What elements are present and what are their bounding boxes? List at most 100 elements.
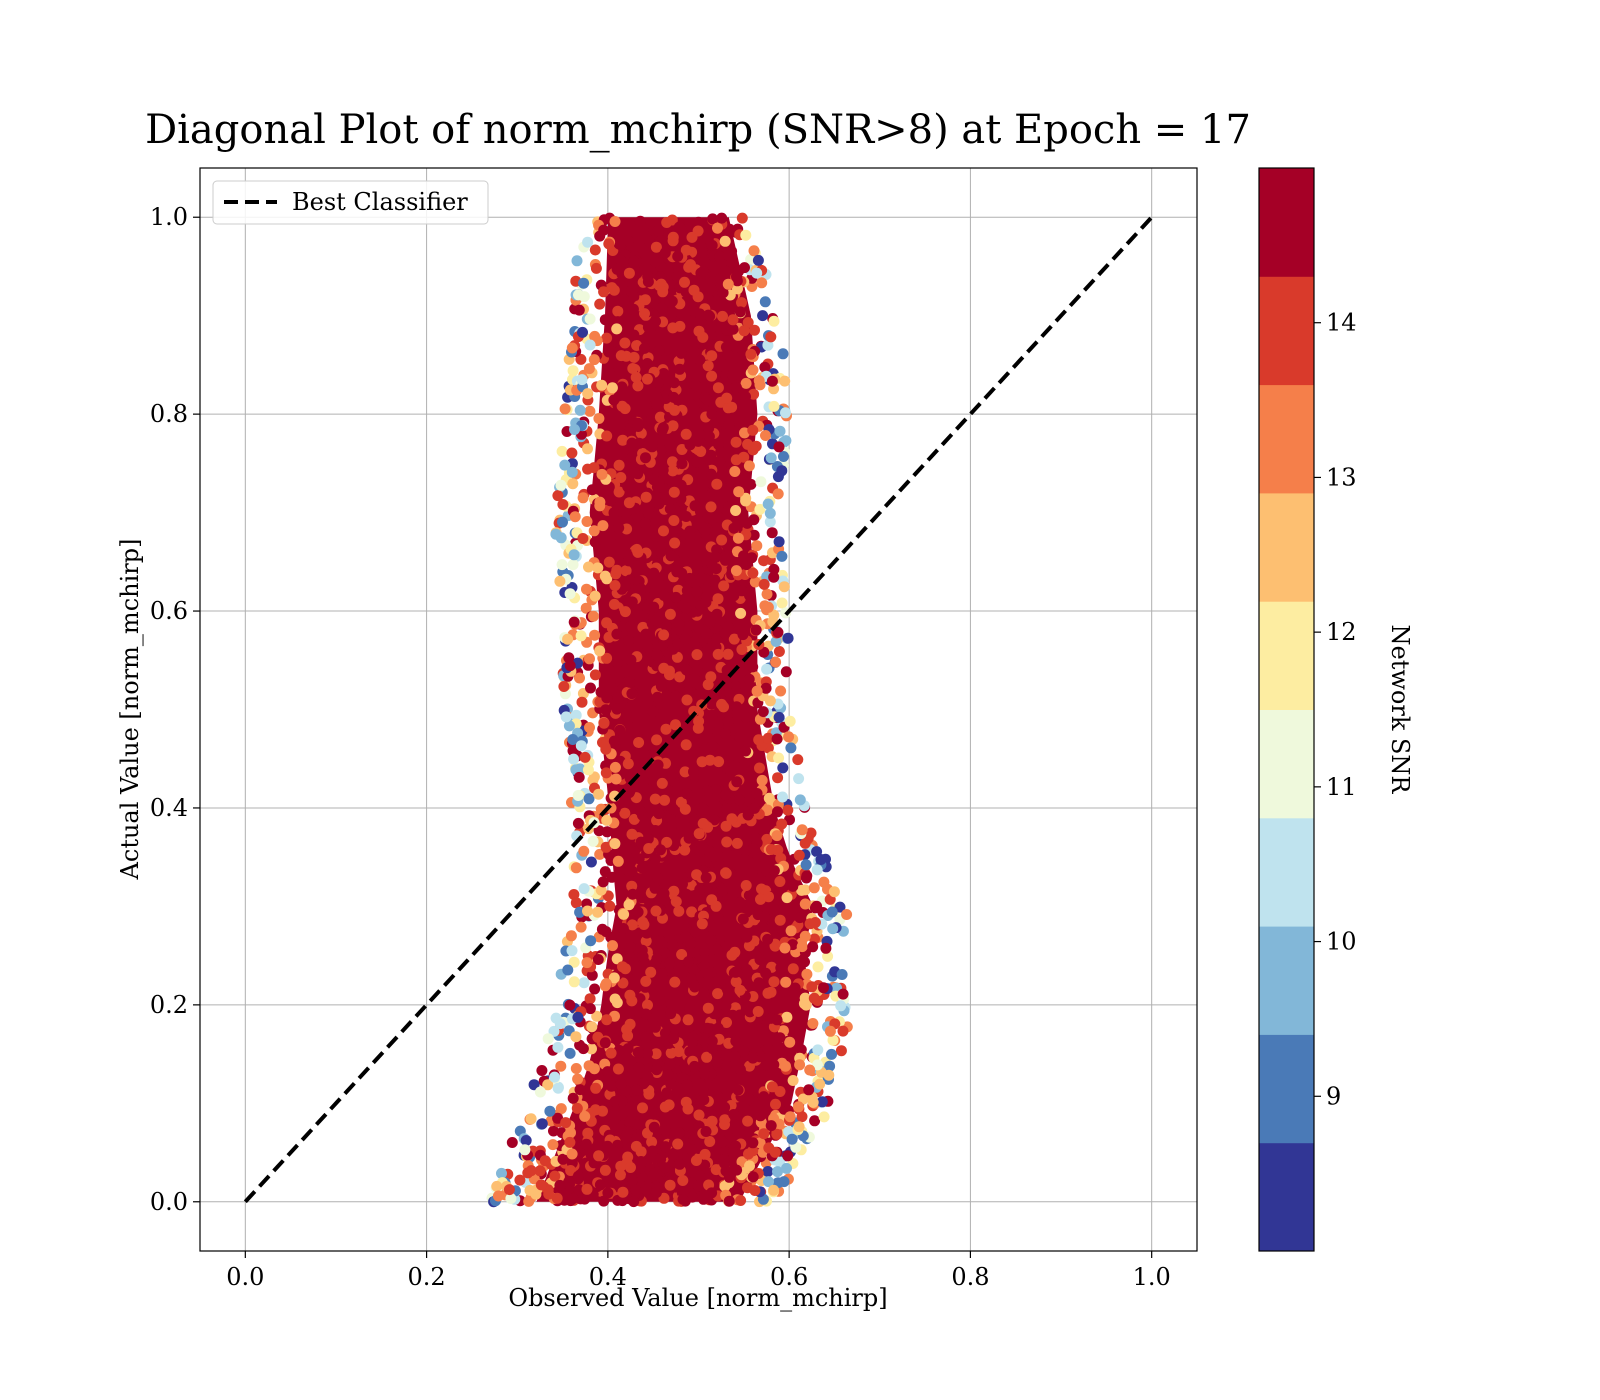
- x-tick-label: 0.8: [951, 1263, 989, 1291]
- scatter-point: [742, 416, 754, 428]
- scatter-point: [739, 427, 750, 439]
- scatter-point: [574, 1084, 586, 1096]
- scatter-point: [776, 465, 788, 477]
- scatter-point: [627, 888, 639, 900]
- scatter-point: [592, 562, 604, 574]
- scatter-point: [617, 1186, 629, 1198]
- scatter-point: [552, 490, 564, 502]
- scatter-point: [654, 935, 666, 947]
- scatter-point: [722, 715, 734, 727]
- scatter-point: [711, 1056, 723, 1068]
- scatter-point: [729, 466, 741, 477]
- scatter-point: [659, 1101, 671, 1113]
- scatter-point: [835, 1045, 847, 1057]
- scatter-point: [552, 1112, 564, 1124]
- scatter-point: [612, 1063, 624, 1075]
- scatter-point: [747, 567, 759, 579]
- scatter-point: [539, 1155, 551, 1167]
- scatter-point: [712, 988, 724, 1000]
- scatter-point: [749, 802, 760, 814]
- scatter-point: [652, 691, 663, 703]
- scatter-point: [658, 525, 669, 537]
- scatter-point: [766, 375, 778, 387]
- scatter-point: [642, 321, 654, 333]
- scatter-point: [601, 826, 613, 838]
- scatter-point: [692, 722, 704, 734]
- scatter-point: [578, 883, 590, 895]
- scatter-point: [696, 246, 708, 258]
- scatter-point: [626, 688, 638, 700]
- scatter-point: [709, 814, 720, 826]
- scatter-point: [696, 918, 708, 930]
- scatter-point: [712, 382, 724, 394]
- scatter-point: [612, 692, 624, 704]
- scatter-point: [812, 961, 824, 973]
- scatter-point: [684, 572, 696, 584]
- scatter-point: [747, 1052, 759, 1064]
- scatter-point: [606, 871, 618, 883]
- scatter-point: [793, 773, 805, 785]
- scatter-point: [632, 567, 644, 579]
- scatter-point: [726, 813, 738, 825]
- scatter-point: [783, 731, 795, 743]
- scatter-point: [620, 708, 632, 720]
- scatter-point: [758, 1091, 770, 1103]
- scatter-point: [567, 1193, 579, 1205]
- scatter-point: [534, 1165, 546, 1177]
- scatter-point: [641, 358, 653, 369]
- scatter-point: [824, 1025, 836, 1037]
- scatter-point: [648, 1121, 660, 1133]
- scatter-point: [594, 848, 606, 860]
- scatter-point: [656, 302, 668, 314]
- scatter-point: [598, 1195, 610, 1207]
- scatter-point: [582, 905, 593, 917]
- scatter-point: [828, 886, 840, 898]
- scatter-point: [780, 1060, 791, 1072]
- scatter-point: [730, 382, 742, 393]
- scatter-point: [640, 935, 652, 947]
- scatter-point: [676, 444, 688, 455]
- scatter-point: [736, 297, 747, 309]
- scatter-point: [751, 267, 763, 279]
- scatter-point: [552, 1082, 564, 1094]
- scatter-point: [675, 307, 687, 319]
- scatter-point: [616, 400, 628, 412]
- scatter-point: [753, 375, 765, 387]
- colorbar-segment: [1259, 817, 1314, 927]
- scatter-point: [680, 1063, 692, 1074]
- scatter-point: [795, 1044, 807, 1056]
- scatter-point: [784, 1036, 796, 1048]
- scatter-point: [668, 885, 680, 897]
- scatter-point: [572, 1073, 584, 1085]
- scatter-point: [693, 1109, 705, 1121]
- scatter-point: [634, 805, 646, 817]
- scatter-point: [703, 422, 715, 434]
- scatter-point: [630, 1184, 642, 1196]
- scatter-point: [700, 525, 711, 537]
- scatter-point: [612, 855, 624, 867]
- scatter-point: [778, 581, 790, 593]
- scatter-point: [668, 1033, 679, 1044]
- scatter-point: [603, 556, 615, 568]
- scatter-point: [598, 224, 610, 236]
- scatter-point: [772, 772, 784, 784]
- scatter-point: [734, 794, 745, 806]
- scatter-point: [667, 235, 679, 247]
- scatter-point: [773, 646, 785, 657]
- scatter-point: [631, 1084, 643, 1096]
- scatter-point: [684, 1002, 696, 1014]
- scatter-point: [627, 363, 639, 374]
- scatter-point: [698, 1094, 710, 1106]
- scatter-point: [661, 1087, 673, 1099]
- scatter-point: [628, 351, 640, 363]
- scatter-point: [603, 238, 615, 250]
- scatter-point: [704, 616, 716, 628]
- scatter-point: [593, 788, 605, 800]
- scatter-point: [696, 572, 708, 584]
- scatter-point: [812, 1044, 824, 1056]
- scatter-point: [503, 1184, 515, 1196]
- scatter-point: [786, 1133, 798, 1145]
- scatter-point: [536, 1065, 548, 1076]
- scatter-point: [809, 917, 821, 928]
- scatter-point: [710, 829, 722, 841]
